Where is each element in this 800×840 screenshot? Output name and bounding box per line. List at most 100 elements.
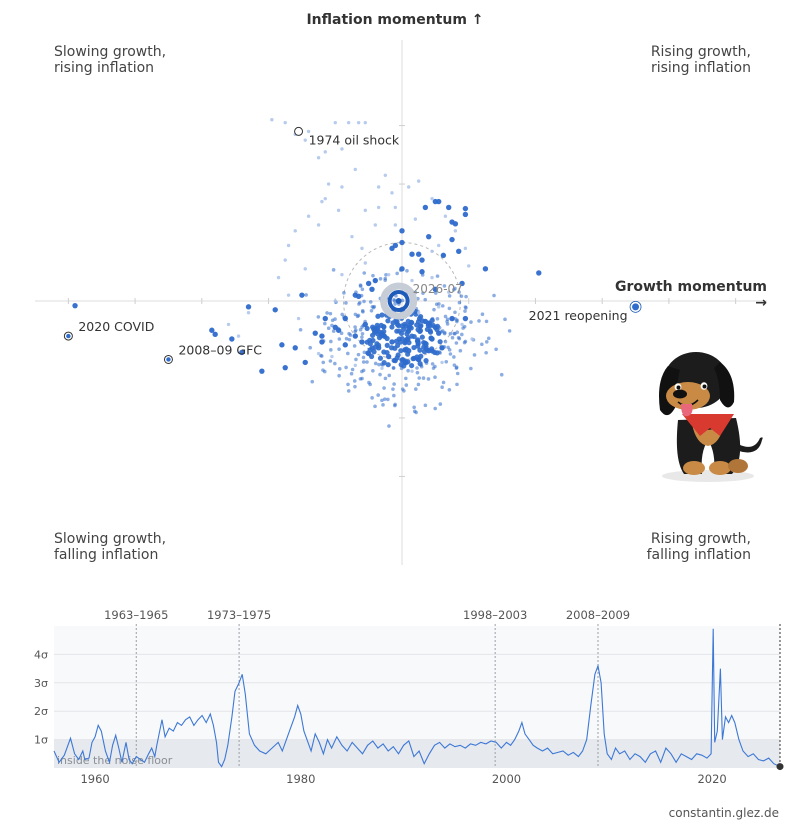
scatter-point: [375, 313, 381, 319]
scatter-point: [453, 310, 457, 315]
scatter-point: [440, 385, 444, 390]
credit-text: constantin.glez.de: [668, 806, 779, 820]
scatter-point: [460, 332, 464, 337]
scatter-point: [312, 330, 318, 336]
scatter-point: [458, 348, 463, 353]
scatter-point: [396, 328, 402, 334]
scatter-point: [356, 120, 361, 125]
signal-line: [53, 628, 781, 768]
scatter-point: [455, 371, 460, 376]
scatter-point: [376, 393, 380, 397]
scatter-point: [340, 312, 344, 317]
scatter-point: [378, 372, 382, 377]
scatter-point: [432, 286, 439, 293]
scatter-point: [416, 382, 421, 387]
scatter-point: [316, 351, 321, 356]
quadrant-label-top-left: Slowing growth, rising inflation: [54, 44, 166, 76]
scatter-point: [480, 342, 484, 347]
scatter-point: [239, 349, 245, 356]
scatter-point: [323, 321, 327, 326]
scatter-point: [439, 345, 444, 350]
scatter-point: [304, 293, 308, 297]
scatter-point: [374, 331, 381, 337]
scatter-point: [373, 361, 378, 366]
scatter-point: [410, 278, 414, 283]
quadrant-line: falling inflation: [646, 547, 751, 563]
y-tick-label: 1σ: [34, 734, 48, 747]
scatter-point: [344, 301, 348, 305]
scatter-point: [321, 339, 326, 343]
scatter-point: [443, 314, 448, 319]
scatter-point: [448, 331, 453, 336]
scatter-point: [333, 120, 337, 125]
scatter-point: [392, 345, 398, 351]
scatter-point: [472, 353, 477, 357]
scatter-point: [427, 323, 433, 329]
scatter-point: [420, 318, 426, 324]
scatter-point: [376, 185, 381, 189]
scatter-point: [298, 327, 303, 332]
scatter-point: [323, 196, 327, 201]
scatter-point: [404, 376, 408, 381]
scatter-point: [316, 156, 321, 160]
scatter-point: [454, 341, 459, 345]
scatter-point: [383, 278, 387, 283]
scatter-point: [459, 280, 465, 287]
scatter-point: [350, 367, 355, 372]
scatter-point: [423, 403, 428, 408]
scatter-point: [453, 316, 457, 321]
scatter-point: [369, 286, 375, 293]
scatter-point: [296, 316, 301, 321]
scatter-point: [503, 317, 507, 322]
scatter-point: [456, 335, 461, 340]
scatter-point: [272, 307, 278, 313]
scatter-point: [333, 299, 337, 303]
episode-label: 1963–1965: [104, 608, 168, 622]
scatter-point: [384, 272, 388, 277]
scatter-point: [391, 365, 396, 370]
x-axis-label: Growth momentum →: [615, 279, 767, 311]
scatter-point: [414, 354, 420, 360]
scatter-point: [381, 328, 387, 335]
scatter-point: [362, 271, 367, 275]
scatter-point: [463, 309, 467, 313]
scatter-point: [395, 271, 399, 276]
scatter-point: [469, 366, 473, 371]
scatter-point: [414, 387, 418, 391]
scatter-point: [393, 205, 398, 210]
scatter-point: [462, 340, 467, 345]
scatter-point: [382, 397, 387, 401]
scatter-point: [387, 424, 391, 428]
scatter-point: [356, 313, 361, 318]
scatter-point: [212, 331, 218, 338]
scatter-point: [329, 339, 333, 344]
quadrant-line: Slowing growth,: [54, 44, 167, 60]
scatter-point: [437, 305, 441, 309]
scatter-point: [368, 382, 372, 387]
scatter-point: [447, 294, 452, 298]
scatter-point: [419, 334, 425, 340]
scatter-point: [353, 363, 357, 368]
scatter-point: [352, 379, 357, 383]
scatter-point: [403, 346, 409, 352]
scatter-point: [463, 246, 468, 251]
scatter-point: [404, 383, 409, 387]
scatter-point: [389, 245, 395, 252]
scatter-point: [412, 405, 416, 410]
noise-floor-label: inside the noise floor: [57, 754, 173, 767]
scatter-point: [417, 376, 422, 380]
scatter-point: [393, 403, 397, 408]
y-tick-label: 4σ: [34, 648, 48, 661]
scatter-point: [378, 276, 383, 281]
scatter-point: [425, 233, 432, 240]
scatter-point: [293, 229, 297, 233]
scatter-point: [459, 294, 464, 298]
y-axis-label: Inflation momentum ↑: [306, 12, 484, 28]
current-position-dot: [395, 298, 402, 304]
scatter-point: [363, 319, 367, 324]
scatter-point: [452, 355, 456, 359]
scatter-point: [394, 321, 401, 327]
scatter-point: [456, 248, 462, 254]
scatter-point: [494, 347, 498, 352]
scatter-point: [492, 293, 496, 298]
